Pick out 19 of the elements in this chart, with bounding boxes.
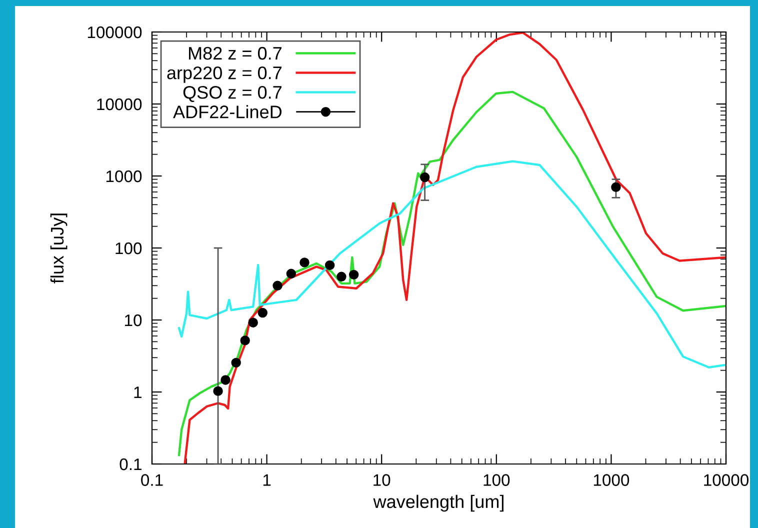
x-tick-label: 10 xyxy=(374,474,390,486)
legend-label: arp220 z = 0.7 xyxy=(167,66,282,83)
x-tick-label: 100 xyxy=(484,474,510,486)
legend-label: ADF22-LineD xyxy=(173,105,282,118)
y-axis-title: flux [uJy] xyxy=(50,214,68,284)
x-tick-label: 10000 xyxy=(704,474,749,486)
x-tick-label: 0.1 xyxy=(141,474,163,486)
x-axis-title: wavelength [um] xyxy=(373,494,504,512)
legend-label: QSO z = 0.7 xyxy=(183,86,282,102)
legend-label: M82 z = 0.7 xyxy=(189,46,282,60)
y-tick-label: 0.1 xyxy=(120,458,142,470)
y-tick-label: 10 xyxy=(125,314,142,326)
x-tick-label: 1000 xyxy=(594,474,630,486)
y-tick-label: 100000 xyxy=(88,26,142,38)
y-tick-label: 10000 xyxy=(97,98,142,110)
y-tick-label: 1000 xyxy=(106,170,142,182)
y-tick-label: 1 xyxy=(134,386,142,398)
x-tick-label: 1 xyxy=(263,474,271,486)
y-tick-label: 100 xyxy=(116,242,142,254)
